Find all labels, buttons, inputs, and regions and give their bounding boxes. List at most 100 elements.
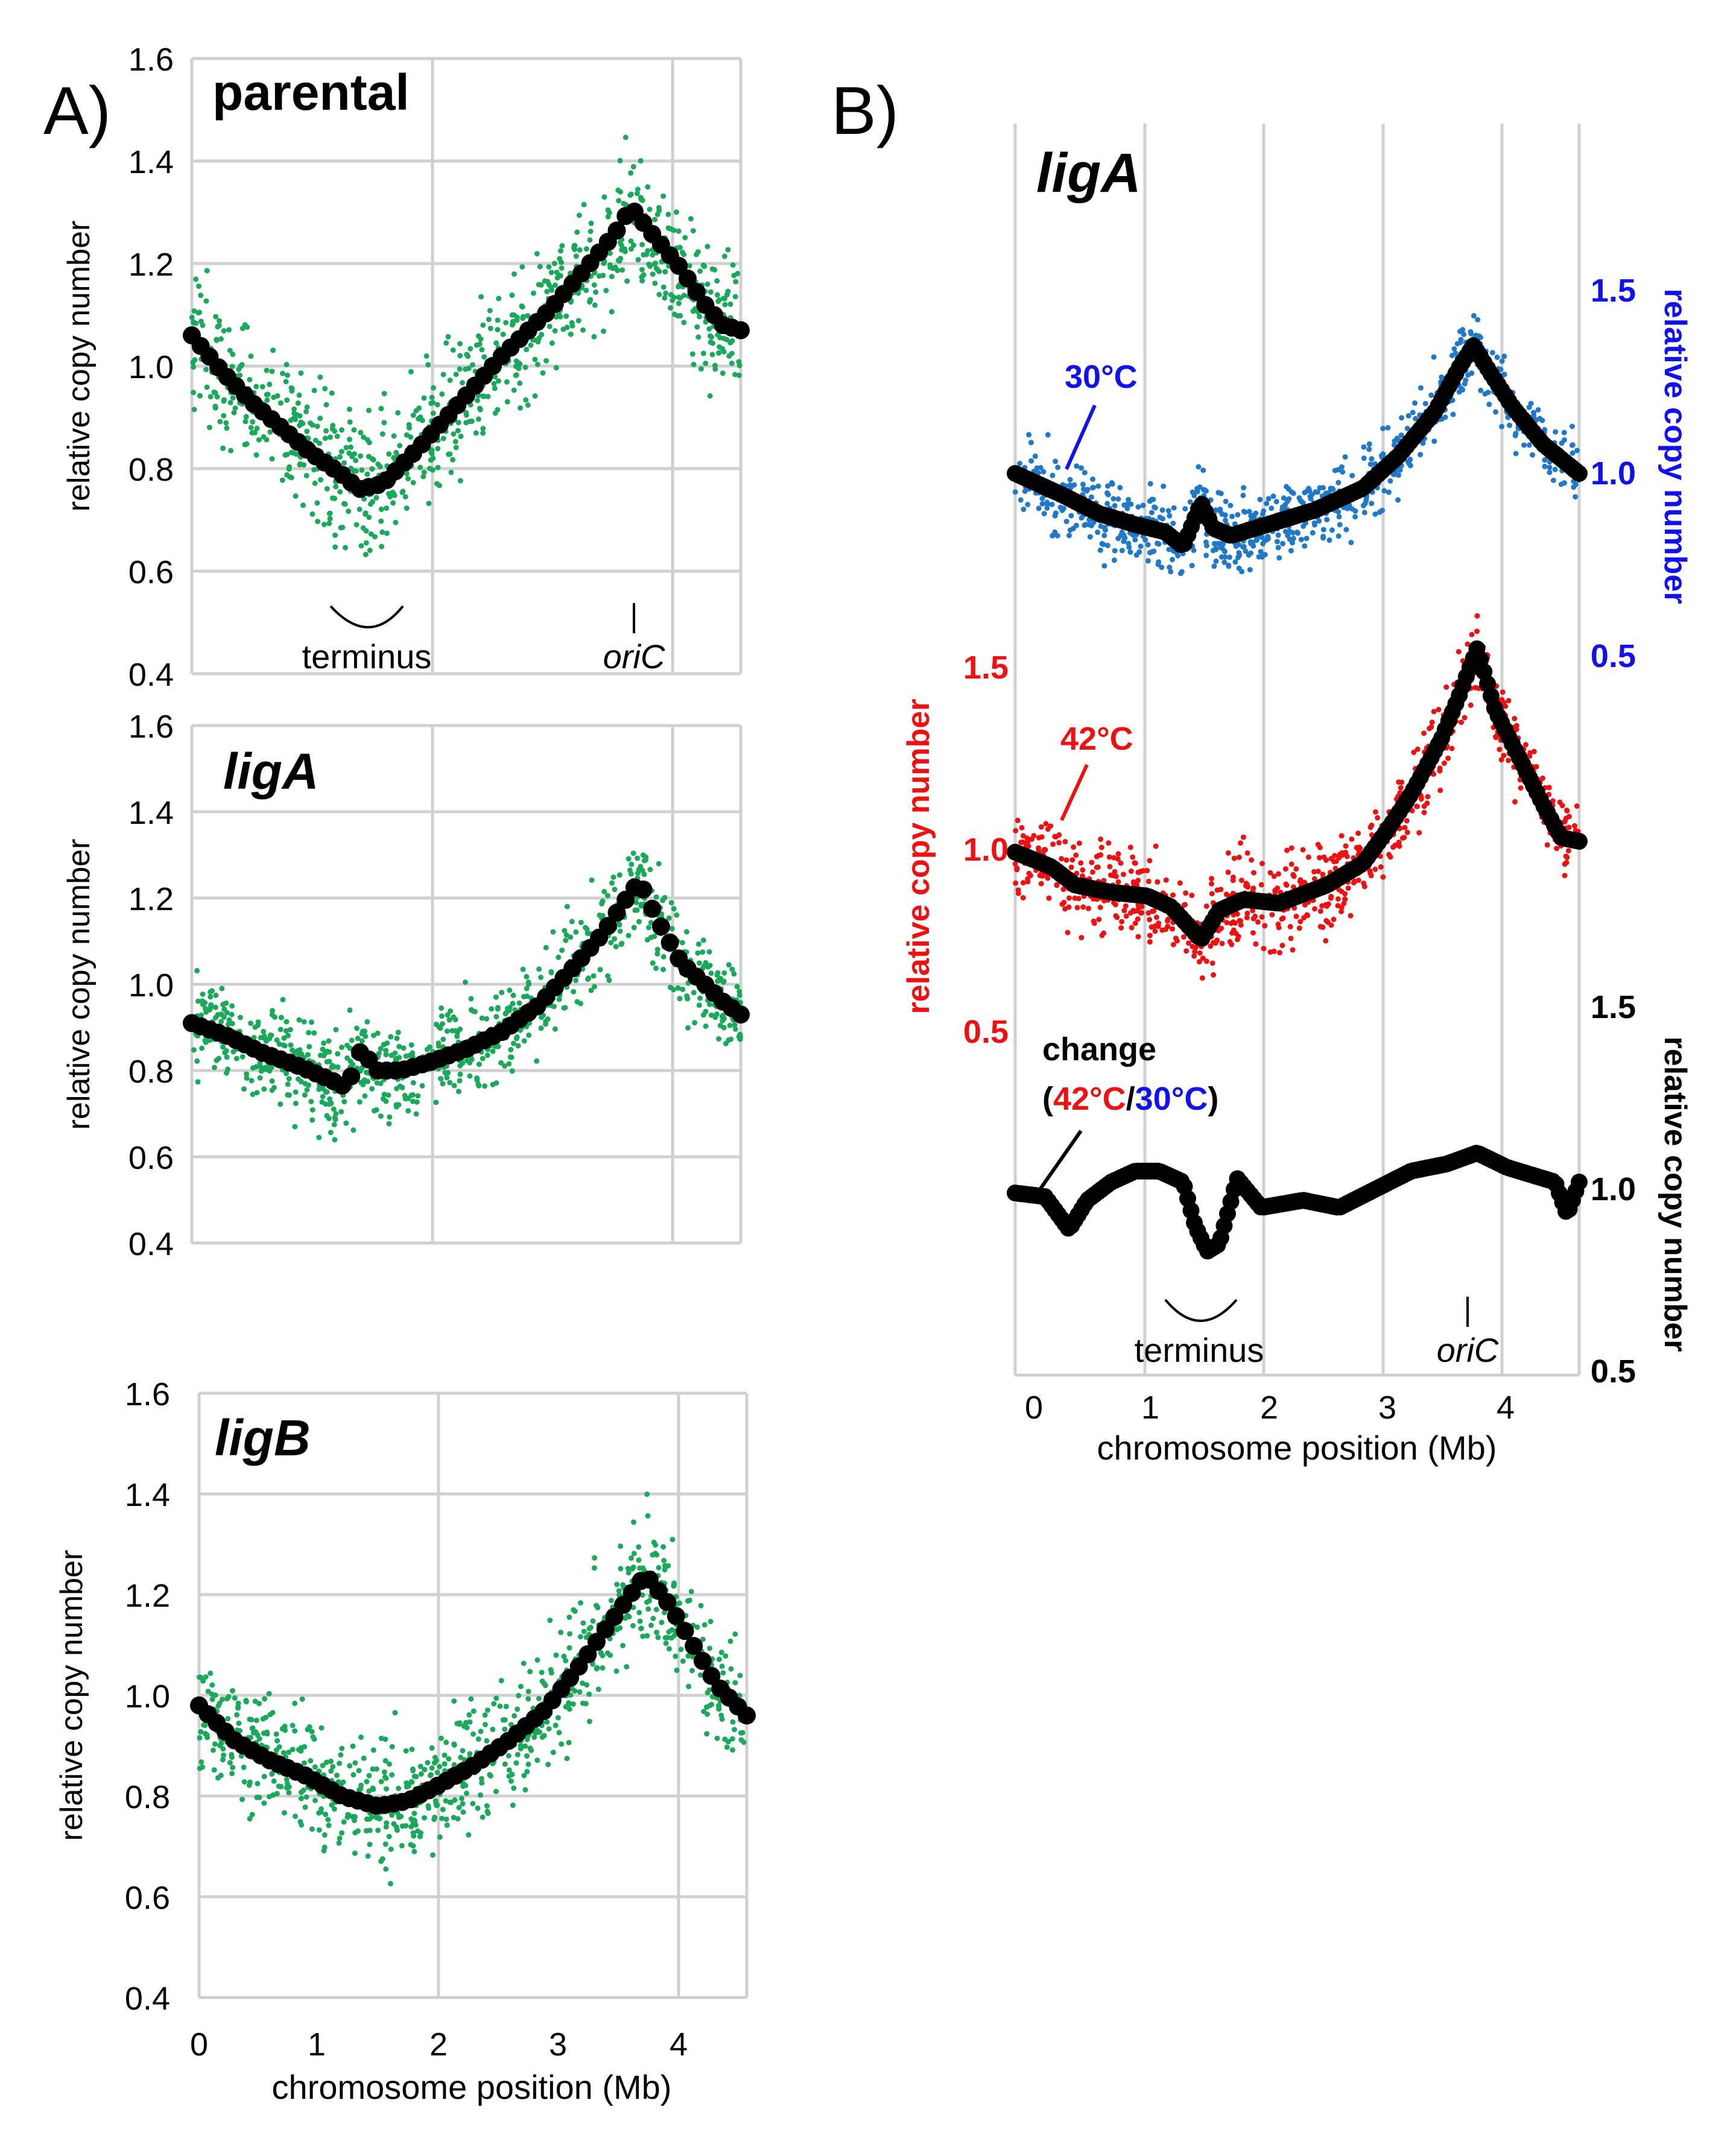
data-point (262, 1696, 268, 1702)
data-point (645, 1606, 651, 1612)
data-point (1485, 390, 1491, 396)
data-point (495, 327, 501, 333)
data-point (1275, 532, 1281, 538)
data-point (317, 440, 323, 446)
data-point (401, 1045, 407, 1051)
data-point (247, 1779, 253, 1785)
data-point (1290, 947, 1296, 953)
data-point (264, 367, 270, 373)
data-point (356, 507, 363, 512)
data-point (1170, 557, 1175, 563)
data-point (411, 1811, 417, 1817)
data-point (1421, 730, 1427, 736)
data-point (677, 996, 683, 1002)
data-point (637, 1565, 643, 1571)
data-point (580, 327, 586, 333)
data-point (375, 1030, 381, 1036)
data-point (304, 404, 310, 410)
data-point (458, 1795, 464, 1802)
data-point (209, 988, 215, 994)
data-point (363, 511, 369, 517)
data-point (1540, 775, 1545, 781)
data-point (591, 334, 597, 340)
data-point (628, 191, 634, 197)
data-point (583, 246, 589, 252)
data-point (538, 975, 543, 980)
data-point (1363, 495, 1369, 501)
data-point (1013, 880, 1019, 886)
data-point (1414, 746, 1421, 752)
ytick-label: 0.8 (125, 1779, 170, 1815)
data-point (291, 416, 296, 422)
data-point (1404, 818, 1410, 824)
data-point (314, 500, 320, 506)
data-point (736, 359, 742, 365)
data-point (1062, 839, 1068, 844)
data-point (214, 394, 220, 400)
data-point (198, 1759, 204, 1765)
data-point (1457, 340, 1463, 346)
data-point (1044, 505, 1050, 511)
data-point (1053, 458, 1059, 464)
data-point (521, 1773, 527, 1779)
data-point (1242, 509, 1248, 515)
data-point (423, 353, 429, 359)
data-point (568, 1692, 574, 1698)
data-point (457, 353, 463, 359)
data-point (1562, 861, 1568, 867)
data-point (326, 1116, 332, 1121)
data-point (707, 963, 713, 969)
data-point (339, 1045, 345, 1050)
data-point (515, 1751, 521, 1757)
data-point (1132, 920, 1138, 926)
data-point (1372, 866, 1378, 872)
data-point (280, 997, 286, 1002)
data-point (580, 1620, 586, 1626)
data-point (1083, 522, 1089, 528)
data-point (1022, 489, 1028, 494)
data-point (670, 1537, 676, 1543)
data-point (466, 1712, 472, 1718)
data-point (722, 1736, 728, 1742)
data-point (1489, 350, 1495, 356)
data-point (1405, 459, 1411, 465)
data-point (1335, 467, 1341, 473)
data-point (370, 1766, 376, 1772)
data-point (1315, 489, 1320, 495)
data-point (644, 1492, 650, 1497)
data-point (226, 1017, 232, 1023)
data-point (666, 1629, 672, 1635)
data-point (613, 944, 619, 950)
data-point (495, 407, 501, 413)
data-point (408, 369, 414, 375)
data-point (438, 1076, 444, 1082)
data-point (1095, 853, 1101, 859)
data-point (227, 400, 233, 406)
data-point (244, 441, 250, 447)
data-point (666, 915, 672, 921)
data-point (534, 361, 540, 367)
data-point (635, 870, 641, 876)
data-point (367, 1841, 373, 1847)
smoothed-point (693, 1651, 712, 1670)
data-point (366, 1788, 372, 1794)
data-point (1343, 527, 1349, 533)
data-point (410, 1050, 416, 1056)
data-point (528, 1747, 534, 1753)
data-point (1390, 844, 1396, 850)
data-point (1323, 490, 1329, 496)
data-point (546, 323, 553, 329)
data-point (654, 951, 661, 957)
data-point (1225, 850, 1231, 856)
data-point (347, 1045, 353, 1051)
grid-a-parental (190, 57, 743, 675)
data-point (286, 1789, 292, 1795)
data-point (447, 1799, 453, 1805)
data-point (389, 1772, 395, 1778)
data-point (385, 1092, 391, 1098)
data-point (506, 1773, 512, 1779)
data-point (1317, 855, 1323, 861)
data-point (695, 941, 702, 947)
data-point (1450, 411, 1456, 417)
data-point (298, 1078, 304, 1084)
